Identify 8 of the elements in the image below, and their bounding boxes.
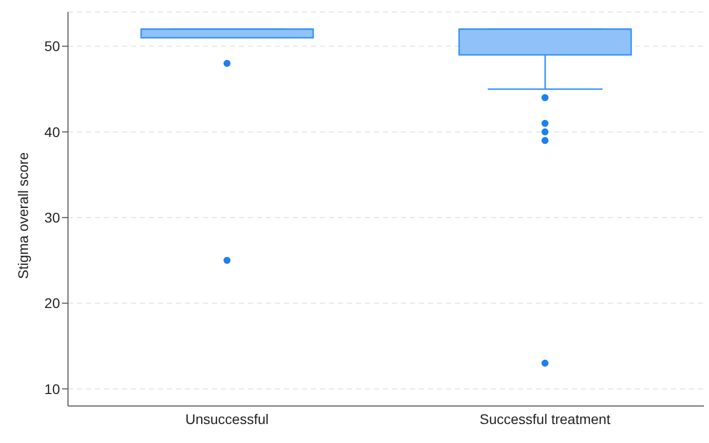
x-tick-label: Unsuccessful: [185, 410, 269, 427]
x-tick-label: Successful treatment: [480, 410, 610, 427]
y-tick-label: 40: [44, 124, 60, 140]
y-tick-label: 30: [44, 210, 60, 226]
y-tick-label: 50: [44, 38, 60, 54]
y-axis-title: Stigma overall score: [14, 152, 31, 279]
y-tick-label: 10: [44, 380, 60, 397]
y-tick-label: 20: [44, 295, 60, 312]
